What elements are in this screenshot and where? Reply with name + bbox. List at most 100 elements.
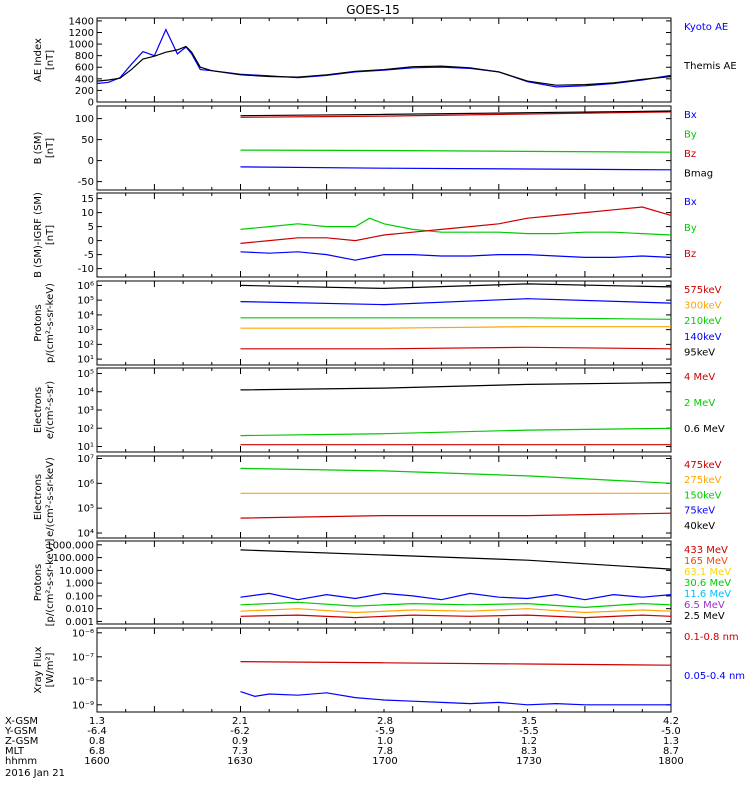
- legend-item: Bx: [684, 110, 697, 121]
- y-tick-label: -5: [84, 250, 94, 261]
- legend-item: Kyoto AE: [684, 22, 728, 33]
- series-line: [240, 251, 672, 261]
- legend-item: Bmag: [684, 169, 713, 180]
- series-line: [96, 45, 672, 86]
- legend-item: 150keV: [684, 490, 722, 501]
- series-line: [240, 111, 672, 118]
- x-axis-tick-value: 1.3: [89, 716, 105, 727]
- y-axis-label: AE Index[nT]: [33, 38, 56, 82]
- y-tick-label: 0: [88, 236, 94, 247]
- y-tick-label: 100: [75, 114, 94, 125]
- legend-item: 2 MeV: [684, 398, 715, 409]
- series-line: [240, 346, 672, 350]
- series-line: [240, 601, 672, 609]
- y-tick-label: 100.000: [53, 553, 94, 564]
- y-tick-label: 10¹: [77, 355, 94, 366]
- panel-frame: [96, 367, 672, 453]
- legend-item: 75keV: [684, 506, 715, 517]
- legend-item: 40keV: [684, 521, 715, 532]
- legend-item: 95keV: [684, 347, 715, 358]
- x-axis-row-label: MLT: [5, 746, 25, 757]
- legend-item: 0.6 MeV: [684, 424, 725, 435]
- y-tick-label: 10⁵: [77, 504, 94, 515]
- x-axis-tick-value: 2.1: [232, 716, 248, 727]
- y-tick-label: 10⁴: [77, 529, 94, 540]
- y-tick-label: 10⁻⁹: [72, 700, 94, 711]
- y-tick-label: 10²: [77, 424, 94, 435]
- y-axis-label: Protonsp/(cm²-s-sr-keV): [33, 283, 56, 363]
- y-tick-label: 10⁴: [77, 387, 94, 398]
- y-tick-label: 10⁴: [77, 310, 94, 321]
- x-axis-row-label: Y-GSM: [4, 726, 37, 737]
- y-tick-label: 10¹: [77, 442, 94, 453]
- panel-frame: [96, 280, 672, 366]
- panel-8: 10⁻⁶ 10⁻⁷ 10⁻⁸ 10⁻⁹ Xray Flux[W/m²] 0.1-0.8 n…: [33, 627, 745, 713]
- x-axis-row-label: Z-GSM: [5, 736, 38, 747]
- y-tick-label: 1.000: [65, 579, 94, 590]
- series-line: [240, 549, 672, 570]
- series-line: [240, 608, 672, 614]
- y-tick-label: 1000.000: [46, 540, 94, 551]
- y-tick-label: 600: [75, 63, 94, 74]
- legend-item: Bx: [684, 197, 697, 208]
- y-tick-label: 5: [88, 222, 94, 233]
- y-tick-label: -10: [78, 264, 94, 275]
- x-axis-table: X-GSMY-GSMZ-GSMMLThhmm1.3-6.40.86.816002…: [4, 716, 684, 767]
- y-tick-label: 0.010: [65, 604, 94, 615]
- legend-item: 11.6 MeV: [684, 589, 731, 600]
- y-tick-label: 1200: [69, 28, 94, 39]
- legend-item: By: [684, 223, 697, 234]
- y-axis-label: Xray Flux[W/m²]: [33, 646, 56, 693]
- series-line: [240, 592, 672, 601]
- x-axis-tick-value: 8.7: [663, 746, 679, 757]
- series-line: [240, 512, 672, 519]
- date-label: 2016 Jan 21: [5, 768, 65, 779]
- x-axis-tick-value: 6.8: [89, 746, 105, 757]
- y-axis-label: B (SM)-IGRF (SM)[nT]: [33, 192, 56, 278]
- x-axis-tick-value: -5.9: [375, 726, 395, 737]
- y-tick-label: 10³: [77, 406, 94, 417]
- y-axis-label: Protons[p/(cm²-s-sr-keV)]: [33, 539, 56, 627]
- y-tick-label: 10⁷: [77, 454, 94, 465]
- legend-item: 0.05-0.4 nm: [684, 671, 745, 682]
- x-axis-tick-value: 7.3: [232, 746, 248, 757]
- panel-4: 10⁶ 10⁵ 10⁴ 10³ 10² 10¹ Protonsp/(cm²-s-sr-keV…: [33, 280, 722, 366]
- x-axis-tick-value: 3.5: [521, 716, 537, 727]
- x-axis-tick-value: 0.9: [232, 736, 248, 747]
- x-axis-tick-value: 1600: [84, 756, 109, 767]
- x-axis-tick-value: 1630: [227, 756, 252, 767]
- x-axis-tick-value: -6.4: [87, 726, 107, 737]
- panel-frame: [96, 17, 672, 103]
- y-axis-label: Electronse/(cm²-s-sr): [33, 381, 56, 439]
- legend-item: 300keV: [684, 301, 722, 312]
- series-line: [240, 110, 672, 117]
- legend-item: 2.5 MeV: [684, 611, 725, 622]
- x-axis-tick-value: 0.8: [89, 736, 105, 747]
- y-tick-label: 10²: [77, 340, 94, 351]
- legend-item: 63.1 MeV: [684, 567, 731, 578]
- legend-item: 475keV: [684, 460, 722, 471]
- legend-item: 165 MeV: [684, 556, 728, 567]
- series-line: [240, 326, 671, 329]
- y-tick-label: 10⁶: [77, 479, 94, 490]
- y-tick-label: 15: [81, 194, 94, 205]
- panel-2: 100 50 0 -50 B (SM)[nT] Bx By Bz Bmag: [33, 105, 713, 191]
- x-axis-tick-value: 1800: [658, 756, 683, 767]
- panel-frame: [96, 455, 672, 539]
- y-axis-label: B (SM)[nT]: [33, 131, 56, 164]
- y-tick-label: 10⁵: [77, 369, 94, 380]
- x-axis-row-label: X-GSM: [5, 716, 38, 727]
- y-tick-label: -50: [78, 177, 94, 188]
- y-tick-label: 0.100: [65, 591, 94, 602]
- x-axis-tick-value: -5.5: [519, 726, 539, 737]
- legend-item: 4 MeV: [684, 372, 715, 383]
- legend-item: Bz: [684, 249, 696, 260]
- x-axis-tick-value: 1700: [372, 756, 397, 767]
- legend-item: Themis AE: [683, 61, 737, 72]
- legend-item: 433 MeV: [684, 545, 728, 556]
- y-tick-label: 10⁻⁶: [72, 628, 94, 639]
- series-line: [240, 614, 672, 619]
